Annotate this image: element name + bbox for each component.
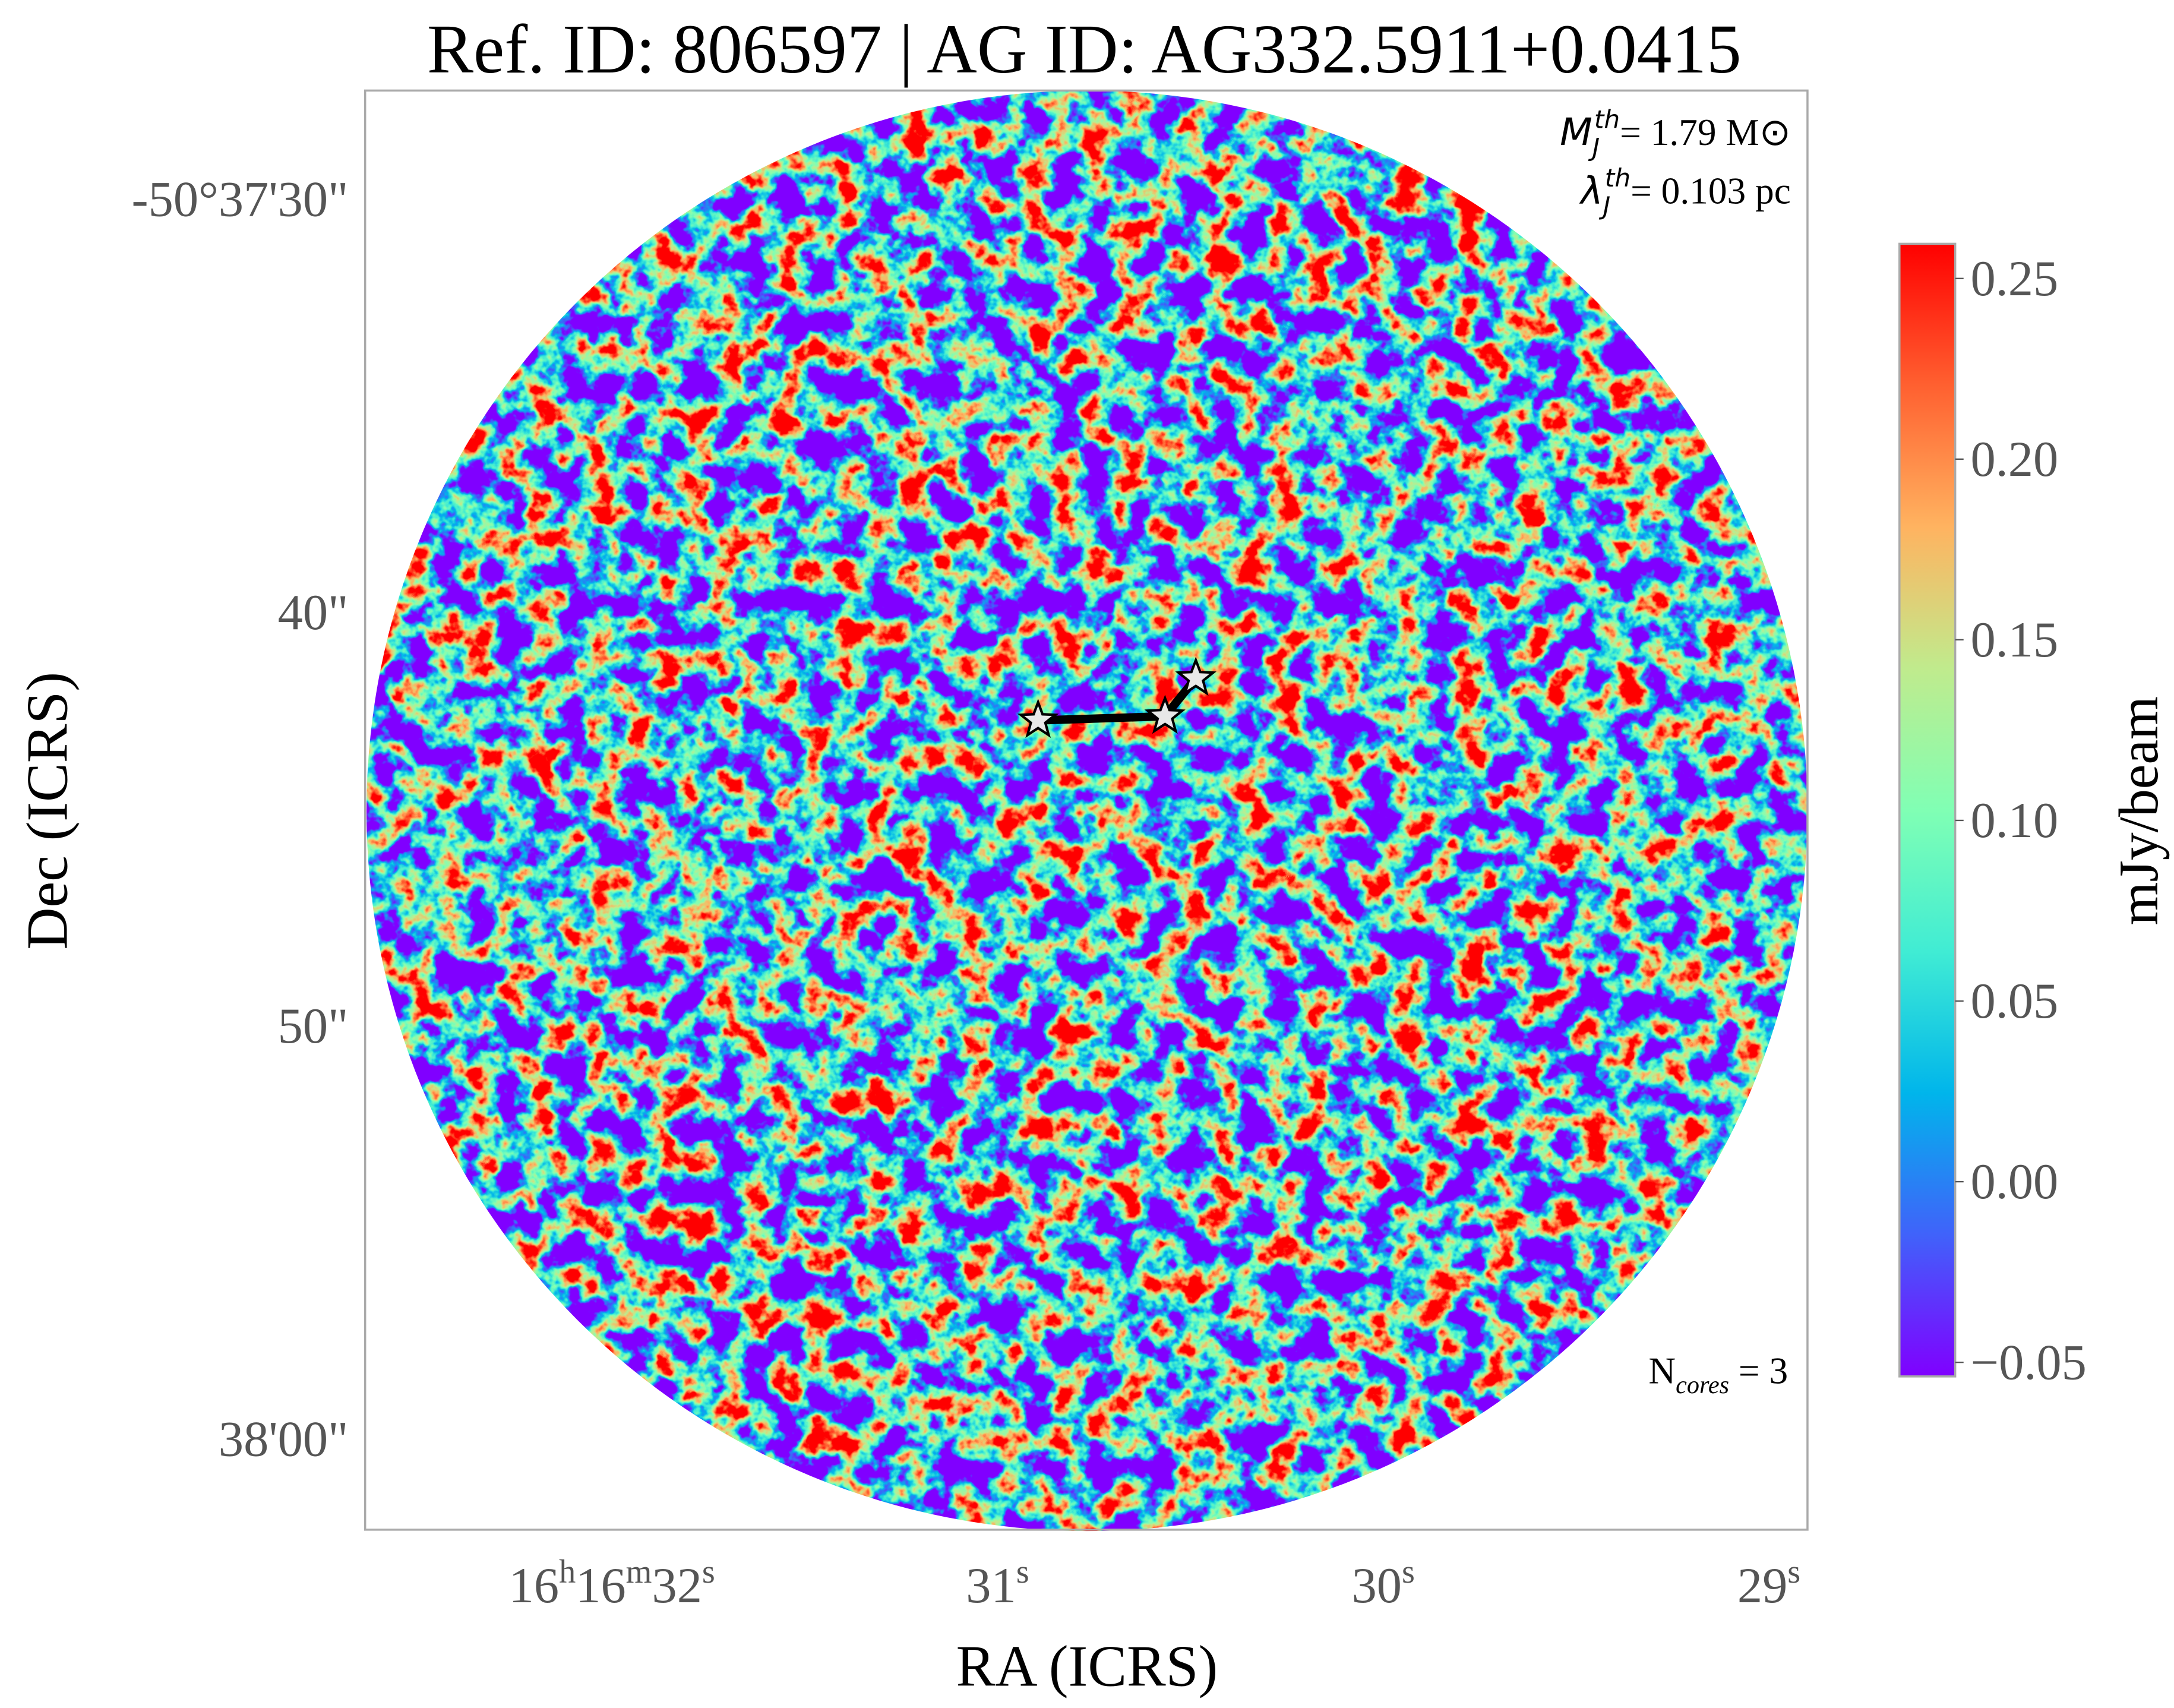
annotation-symbol: λ	[1579, 168, 1603, 212]
colorbar-label: mJy/beam	[2108, 696, 2170, 926]
axes-frame	[364, 89, 1809, 1531]
colorbar-tick-label: 0.25	[1970, 251, 2058, 307]
annotation-sub: cores	[1676, 1371, 1729, 1399]
annotation-text: = 0.103 pc	[1630, 170, 1791, 211]
y-axis-label: Dec (ICRS)	[15, 672, 80, 950]
y-tick-label: 40"	[278, 585, 349, 640]
colorbar-tick-label: 0.05	[1970, 974, 2058, 1029]
colorbar	[1898, 242, 1957, 1378]
annotation-mass: MJth= 1.79 M⊙	[1560, 105, 1791, 162]
core-marker	[1175, 656, 1217, 696]
annotation-text: = 1.79 M⊙	[1620, 112, 1791, 153]
annotation-length: λJth= 0.103 pc	[1579, 163, 1791, 220]
annotation-sup: th	[1594, 105, 1620, 134]
annotation-text: = 3	[1729, 1350, 1788, 1392]
y-tick-label: 50"	[278, 999, 349, 1054]
y-tick-label: 38'00"	[219, 1412, 349, 1467]
x-tick-label: 16h16m32s	[509, 1554, 715, 1614]
x-tick-label: 29s	[1737, 1554, 1800, 1614]
colorbar-tick-label: 0.10	[1970, 793, 2058, 848]
y-tick-label: -50°37'30"	[132, 172, 349, 228]
core-marker	[1144, 694, 1186, 734]
annotation-symbol: M	[1560, 110, 1592, 154]
colorbar-tick-label: 0.15	[1970, 613, 2058, 668]
chart-title: Ref. ID: 806597 | AG ID: AG332.5911+0.04…	[427, 11, 1742, 88]
map-image	[366, 90, 1808, 1532]
x-axis-label: RA (ICRS)	[956, 1634, 1218, 1699]
x-tick-label: 31s	[966, 1554, 1029, 1614]
x-tick-label: 30s	[1352, 1554, 1415, 1614]
core-marker	[1017, 699, 1059, 738]
annotation-sup: th	[1605, 163, 1630, 192]
annotation-symbol: N	[1648, 1350, 1676, 1392]
colorbar-tick-label: 0.20	[1970, 432, 2058, 487]
colorbar-tick-label: −0.05	[1970, 1335, 2086, 1390]
annotation-ncores: Ncores = 3	[1648, 1350, 1788, 1399]
colorbar-tick-label: 0.00	[1970, 1154, 2058, 1210]
noise-map	[366, 90, 1808, 1532]
